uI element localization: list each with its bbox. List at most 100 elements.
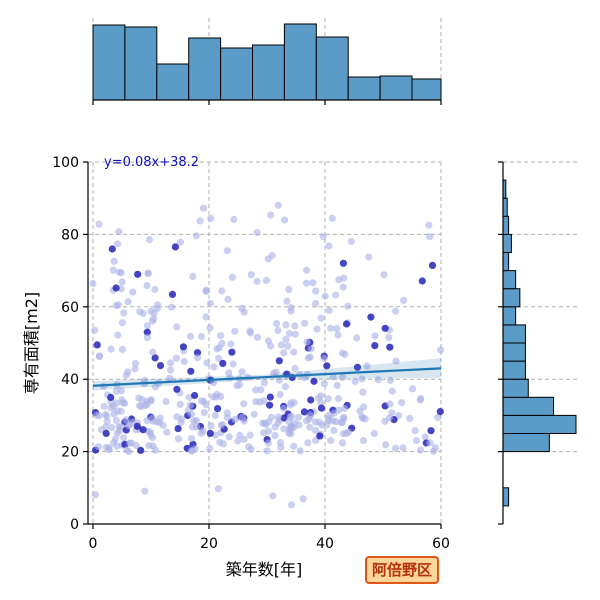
- scatter-point: [110, 257, 118, 265]
- scatter-point: [143, 417, 151, 425]
- scatter-point: [380, 271, 388, 279]
- main-axes: 0 20 40 60 80 100 0 20 40 60: [52, 155, 450, 552]
- scatter-point: [230, 215, 238, 224]
- scatter-point: [381, 324, 389, 332]
- scatter-point: [189, 272, 197, 281]
- scatter-point: [264, 439, 272, 447]
- scatter-point: [427, 427, 435, 435]
- scatter-point: [341, 404, 349, 413]
- scatter-point: [306, 411, 314, 419]
- scatter-point: [112, 284, 120, 292]
- scatter-point: [228, 273, 237, 281]
- scatter-point: [151, 354, 159, 362]
- scatter-point: [332, 291, 340, 299]
- scatter-point: [122, 416, 130, 424]
- y-hist-bar: [502, 252, 510, 272]
- scatter-point: [285, 329, 293, 337]
- scatter-point: [406, 414, 414, 422]
- x-hist-bar: [347, 76, 381, 101]
- scatter-point: [309, 279, 317, 287]
- scatter-point: [211, 411, 219, 420]
- scatter-point: [125, 422, 133, 430]
- scatter-point: [199, 204, 208, 212]
- scatter-point: [334, 331, 342, 339]
- scatter-point: [139, 426, 147, 434]
- scatter-point: [253, 277, 261, 285]
- scatter-point: [253, 333, 262, 341]
- scatter-point: [317, 404, 326, 412]
- scatter-point: [100, 402, 108, 410]
- scatter-point: [359, 388, 367, 396]
- y-hist-bar: [502, 288, 521, 308]
- scatter-point: [417, 446, 425, 454]
- scatter-point: [271, 423, 279, 431]
- scatter-point: [412, 436, 421, 445]
- scatter-point: [143, 328, 151, 336]
- scatter-point: [344, 428, 352, 436]
- y-hist-bar: [502, 396, 555, 416]
- scatter-point: [429, 447, 438, 455]
- scatter-point: [325, 242, 333, 250]
- scatter-point: [302, 279, 311, 287]
- scatter-point: [339, 373, 347, 382]
- scatter-point: [93, 341, 101, 349]
- scatter-point: [168, 290, 177, 298]
- scatter-point: [434, 414, 442, 422]
- y-hist-bar: [502, 197, 508, 217]
- scatter-point: [131, 365, 139, 373]
- scatter-point: [235, 381, 244, 389]
- scatter-point: [148, 317, 157, 325]
- scatter-point: [174, 435, 183, 443]
- scatter-point: [398, 399, 406, 407]
- scatter-point: [266, 401, 274, 409]
- scatter-point: [118, 319, 126, 327]
- scatter-point: [388, 387, 396, 395]
- scatter-point: [341, 350, 349, 358]
- scatter-point: [291, 364, 299, 373]
- regression-equation: y=0.08x+38.2: [104, 155, 199, 170]
- scatter-point: [112, 416, 120, 424]
- scatter-point: [247, 271, 255, 279]
- scatter-point: [109, 266, 117, 274]
- scatter-point: [139, 309, 147, 318]
- scatter-point: [121, 399, 129, 407]
- y-tick-label: 80: [61, 227, 79, 243]
- scatter-point: [307, 396, 315, 404]
- scatter-point: [285, 285, 293, 293]
- scatter-point: [280, 425, 288, 433]
- scatter-point: [306, 423, 314, 431]
- scatter-point: [95, 353, 104, 361]
- scatter-point: [172, 354, 181, 362]
- scatter-point: [156, 362, 165, 370]
- scatter-point: [317, 398, 325, 406]
- scatter-point: [153, 304, 161, 312]
- scatter-point: [197, 397, 205, 405]
- scatter-point: [246, 327, 254, 335]
- y-hist-bar: [502, 342, 526, 362]
- scatter-point: [223, 247, 231, 255]
- scatter-point: [271, 431, 279, 440]
- scatter-point: [426, 233, 434, 241]
- scatter-point: [180, 357, 188, 366]
- scatter-point: [302, 266, 311, 274]
- x-hist-bar: [379, 75, 413, 101]
- scatter-point: [260, 397, 268, 405]
- scatter-point: [276, 390, 284, 399]
- scatter-point: [325, 306, 333, 314]
- scatter-point: [290, 442, 298, 450]
- scatter-point: [252, 386, 260, 394]
- scatter-point: [275, 357, 283, 365]
- scatter-point: [148, 414, 157, 422]
- scatter-point: [306, 353, 314, 361]
- scatter-point: [391, 307, 400, 315]
- scatter-point: [114, 301, 122, 309]
- scatter-point: [166, 374, 174, 382]
- scatter-point: [310, 377, 318, 385]
- scatter-point: [102, 429, 110, 437]
- scatter-point: [323, 421, 331, 429]
- scatter-point: [163, 428, 171, 436]
- scatter-point: [196, 217, 204, 225]
- scatter-point: [260, 379, 268, 387]
- scatter-point: [246, 431, 254, 439]
- scatter-point: [240, 435, 248, 443]
